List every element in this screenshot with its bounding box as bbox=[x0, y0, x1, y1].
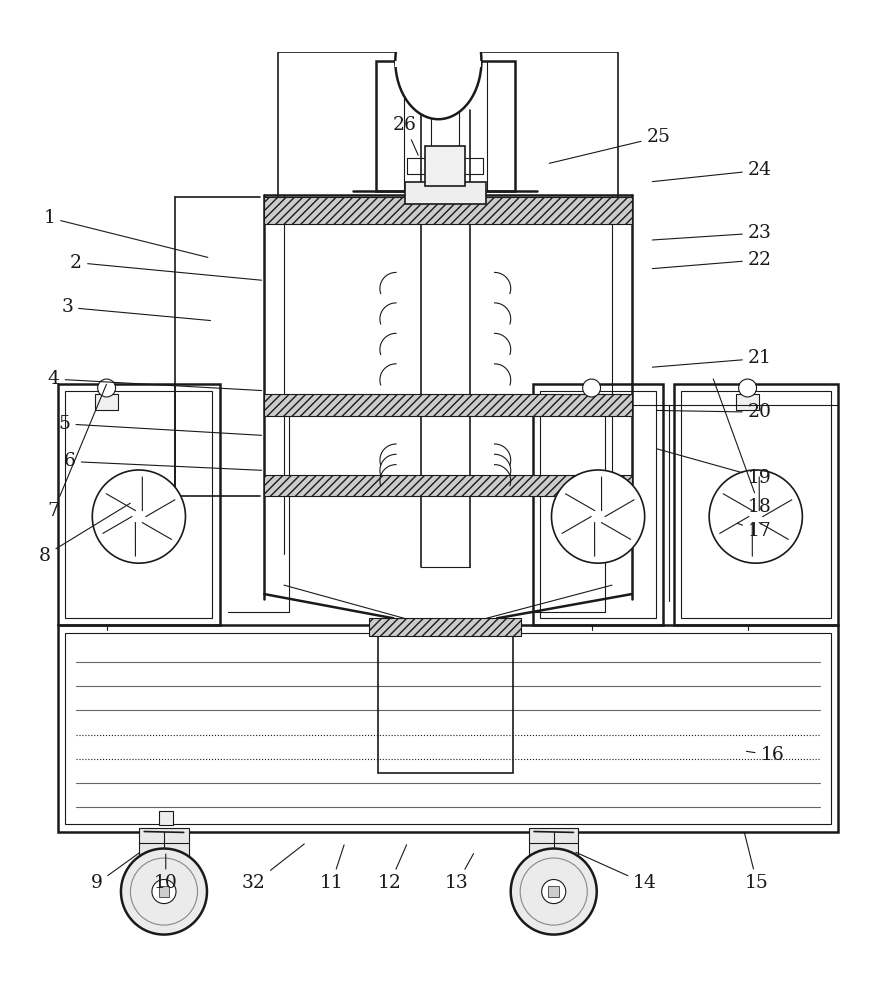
Bar bbox=[65, 391, 212, 618]
Text: 8: 8 bbox=[39, 503, 130, 565]
Circle shape bbox=[511, 849, 597, 935]
Circle shape bbox=[582, 379, 600, 397]
Circle shape bbox=[542, 880, 565, 904]
Text: 7: 7 bbox=[47, 384, 107, 520]
Circle shape bbox=[92, 470, 185, 563]
Bar bbox=[674, 384, 838, 625]
Text: 20: 20 bbox=[657, 403, 771, 421]
Bar bbox=[159, 886, 169, 897]
Bar bbox=[95, 394, 118, 410]
Circle shape bbox=[710, 470, 803, 563]
Text: 6: 6 bbox=[64, 452, 262, 470]
Circle shape bbox=[738, 379, 756, 397]
Text: 13: 13 bbox=[445, 854, 473, 892]
Bar bbox=[264, 394, 632, 416]
Bar bbox=[264, 197, 632, 224]
Text: 25: 25 bbox=[549, 128, 670, 163]
Bar bbox=[405, 182, 486, 204]
Circle shape bbox=[552, 470, 645, 563]
Bar bbox=[533, 384, 663, 625]
Text: 21: 21 bbox=[652, 349, 771, 367]
Text: 26: 26 bbox=[393, 116, 418, 155]
Bar bbox=[369, 618, 521, 636]
Bar bbox=[278, 52, 618, 200]
Circle shape bbox=[98, 379, 116, 397]
Text: 18: 18 bbox=[713, 379, 771, 516]
Bar bbox=[548, 886, 559, 897]
Text: 1: 1 bbox=[43, 209, 208, 257]
Bar bbox=[395, 61, 481, 67]
Text: 16: 16 bbox=[746, 746, 784, 764]
Text: 23: 23 bbox=[652, 224, 771, 242]
Bar bbox=[264, 475, 632, 496]
Text: 12: 12 bbox=[378, 845, 407, 892]
Text: 17: 17 bbox=[737, 522, 771, 540]
Circle shape bbox=[152, 880, 176, 904]
Bar bbox=[58, 625, 838, 832]
Bar bbox=[140, 828, 188, 857]
Bar bbox=[58, 384, 220, 625]
Bar bbox=[580, 394, 603, 410]
Text: 4: 4 bbox=[47, 370, 262, 391]
Text: 3: 3 bbox=[61, 298, 211, 321]
Text: 32: 32 bbox=[242, 844, 305, 892]
Text: 9: 9 bbox=[90, 853, 139, 892]
Bar bbox=[376, 61, 514, 191]
Text: 15: 15 bbox=[745, 832, 769, 892]
Bar bbox=[681, 391, 831, 618]
Text: 11: 11 bbox=[320, 845, 344, 892]
Bar bbox=[159, 811, 173, 825]
Text: 14: 14 bbox=[576, 852, 657, 892]
Text: 22: 22 bbox=[652, 251, 771, 269]
Ellipse shape bbox=[397, 5, 479, 117]
Bar bbox=[378, 621, 513, 773]
Ellipse shape bbox=[395, 3, 481, 119]
Circle shape bbox=[121, 849, 207, 935]
Text: 10: 10 bbox=[154, 854, 177, 892]
Bar bbox=[65, 633, 831, 824]
Bar bbox=[736, 394, 759, 410]
Text: 2: 2 bbox=[70, 254, 262, 280]
Bar bbox=[426, 146, 466, 186]
Bar bbox=[529, 828, 579, 857]
Text: 24: 24 bbox=[652, 161, 771, 182]
Text: 5: 5 bbox=[58, 415, 262, 435]
Bar bbox=[540, 391, 656, 618]
Text: 19: 19 bbox=[657, 449, 771, 487]
